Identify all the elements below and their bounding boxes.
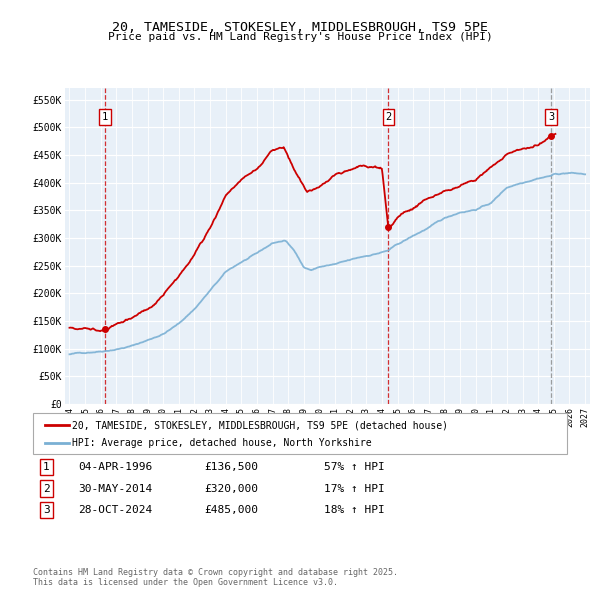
Text: 20, TAMESIDE, STOKESLEY, MIDDLESBROUGH, TS9 5PE (detached house): 20, TAMESIDE, STOKESLEY, MIDDLESBROUGH, … <box>72 421 448 430</box>
Text: 2: 2 <box>43 484 50 493</box>
Text: 3: 3 <box>548 112 554 122</box>
Text: 18% ↑ HPI: 18% ↑ HPI <box>324 505 385 514</box>
Text: 17% ↑ HPI: 17% ↑ HPI <box>324 484 385 493</box>
Text: £136,500: £136,500 <box>204 463 258 472</box>
Text: 30-MAY-2014: 30-MAY-2014 <box>78 484 152 493</box>
Text: 04-APR-1996: 04-APR-1996 <box>78 463 152 472</box>
Text: 57% ↑ HPI: 57% ↑ HPI <box>324 463 385 472</box>
Text: 20, TAMESIDE, STOKESLEY, MIDDLESBROUGH, TS9 5PE: 20, TAMESIDE, STOKESLEY, MIDDLESBROUGH, … <box>112 21 488 34</box>
Text: £485,000: £485,000 <box>204 505 258 514</box>
Text: 3: 3 <box>43 505 50 514</box>
Text: £320,000: £320,000 <box>204 484 258 493</box>
Text: 1: 1 <box>101 112 108 122</box>
Text: Contains HM Land Registry data © Crown copyright and database right 2025.
This d: Contains HM Land Registry data © Crown c… <box>33 568 398 587</box>
Text: Price paid vs. HM Land Registry's House Price Index (HPI): Price paid vs. HM Land Registry's House … <box>107 32 493 42</box>
Text: HPI: Average price, detached house, North Yorkshire: HPI: Average price, detached house, Nort… <box>72 438 371 447</box>
Text: 28-OCT-2024: 28-OCT-2024 <box>78 505 152 514</box>
Text: 2: 2 <box>385 112 392 122</box>
Text: 1: 1 <box>43 463 50 472</box>
